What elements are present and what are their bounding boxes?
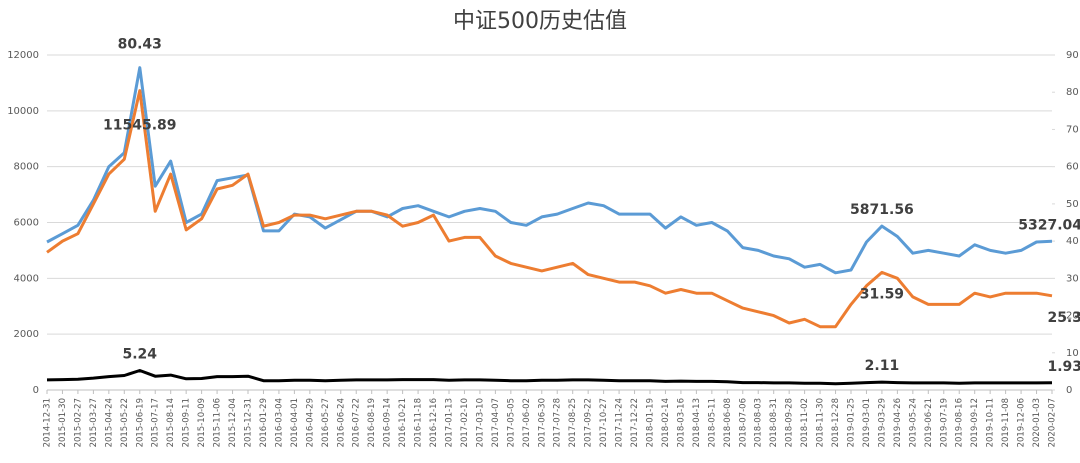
y-tick-label: 4000 (14, 273, 39, 284)
data-label: 1.93 (1047, 359, 1080, 375)
y-tick-label: 6000 (14, 218, 39, 229)
x-tick-label: 2018-07-06 (738, 398, 748, 447)
data-label: 5327.04 (1018, 217, 1080, 233)
x-tick-label: 2019-03-29 (877, 398, 887, 447)
series-line (46, 66, 1053, 275)
x-tick-label: 2018-08-03 (754, 398, 764, 447)
x-tick-label: 2019-07-19 (939, 398, 949, 447)
x-tick-label: 2016-01-29 (259, 398, 269, 447)
y2-tick-label: 70 (1066, 124, 1079, 135)
x-tick-label: 2016-07-22 (352, 398, 362, 447)
y-tick-label: 8000 (14, 162, 39, 173)
x-tick-label: 2019-11-08 (1001, 398, 1011, 447)
x-tick-label: 2020-01-03 (1032, 398, 1042, 447)
x-tick-label: 2017-07-28 (553, 398, 563, 447)
x-tick-label: 2017-09-22 (584, 398, 594, 447)
data-label: 11545.89 (103, 118, 177, 134)
x-tick-label: 2019-10-11 (986, 398, 996, 447)
x-tick-label: 2016-03-04 (274, 398, 284, 447)
y2-tick-label: 50 (1066, 199, 1079, 210)
series-line (46, 369, 1053, 386)
x-tick-label: 2016-08-19 (367, 398, 377, 447)
chart-title: 中证500历史估值 (453, 9, 627, 34)
x-tick-label: 2015-07-17 (151, 398, 161, 447)
x-tick-label: 2018-03-16 (676, 398, 686, 447)
x-tick-label: 2019-05-24 (908, 398, 918, 447)
x-tick-label: 2015-02-27 (73, 398, 83, 447)
x-tick-label: 2015-04-24 (104, 398, 114, 447)
x-tick-label: 2017-05-05 (506, 398, 516, 447)
x-tick-label: 2019-09-12 (970, 398, 980, 447)
x-tick-label: 2018-02-14 (661, 398, 671, 447)
y2-tick-label: 90 (1066, 50, 1079, 61)
x-tick-label: 2016-04-29 (305, 398, 315, 447)
x-tick-label: 2017-06-02 (522, 398, 532, 447)
y-tick-label: 10000 (7, 106, 39, 117)
x-tick-label: 2017-01-13 (445, 398, 455, 447)
data-label: 5.24 (122, 346, 157, 362)
x-tick-label: 2018-11-02 (800, 398, 810, 447)
x-tick-label: 2016-12-16 (429, 398, 439, 447)
data-label: 80.43 (118, 37, 162, 53)
x-tick-label: 2016-09-14 (383, 398, 393, 447)
y2-tick-label: 20 (1066, 311, 1079, 322)
data-label: 31.59 (860, 286, 904, 302)
x-tick-label: 2015-09-11 (182, 398, 192, 447)
x-tick-label: 2018-01-19 (646, 398, 656, 447)
x-tick-label: 2017-02-10 (460, 398, 470, 447)
x-tick-label: 2014-12-31 (43, 398, 53, 447)
y2-tick-label: 40 (1066, 236, 1079, 247)
x-tick-label: 2020-02-07 (1048, 398, 1058, 447)
x-tick-label: 2016-11-18 (414, 398, 424, 447)
x-tick-label: 2018-08-31 (769, 398, 779, 447)
x-tick-label: 2015-12-31 (244, 398, 254, 447)
x-tick-label: 2016-04-01 (290, 398, 300, 447)
y2-tick-label: 0 (1066, 385, 1072, 396)
series-line (46, 89, 1053, 329)
x-tick-label: 2016-05-27 (321, 398, 331, 447)
x-tick-label: 2019-04-26 (893, 398, 903, 447)
x-tick-label: 2016-06-24 (336, 398, 346, 447)
y-tick-label: 0 (33, 385, 39, 396)
y2-tick-label: 30 (1066, 273, 1079, 284)
data-label: 25.3 (1047, 310, 1080, 326)
x-tick-label: 2015-03-27 (89, 398, 99, 447)
x-tick-label: 2017-11-24 (615, 398, 625, 447)
x-tick-label: 2015-01-30 (58, 398, 68, 447)
x-tick-label: 2017-10-27 (599, 398, 609, 447)
x-tick-label: 2018-09-28 (785, 398, 795, 447)
x-tick-label: 2015-05-22 (120, 398, 130, 447)
x-tick-label: 2019-12-06 (1017, 398, 1027, 447)
x-tick-label: 2017-04-07 (491, 398, 501, 447)
x-tick-label: 2015-06-19 (135, 398, 145, 447)
y-tick-label: 12000 (7, 50, 39, 61)
y2-tick-label: 80 (1066, 87, 1079, 98)
x-tick-label: 2017-03-10 (475, 398, 485, 447)
x-tick-label: 2018-06-08 (723, 398, 733, 447)
x-tick-label: 2017-08-25 (568, 398, 578, 447)
x-tick-label: 2017-06-30 (537, 398, 547, 447)
x-tick-label: 2019-03-01 (862, 398, 872, 447)
y-tick-label: 2000 (14, 329, 39, 340)
x-tick-label: 2017-12-22 (630, 398, 640, 447)
data-label: 2.11 (865, 358, 900, 374)
x-tick-label: 2015-08-14 (166, 398, 176, 447)
y2-tick-label: 10 (1066, 348, 1079, 359)
x-tick-label: 2015-11-06 (213, 398, 223, 447)
x-tick-label: 2019-08-16 (955, 398, 965, 447)
x-tick-label: 2015-10-09 (197, 398, 207, 447)
y2-tick-label: 60 (1066, 162, 1079, 173)
x-tick-label: 2015-12-04 (228, 398, 238, 447)
x-tick-label: 2018-04-13 (692, 398, 702, 447)
data-label: 5871.56 (850, 202, 914, 218)
x-tick-label: 2018-12-28 (831, 398, 841, 447)
x-tick-label: 2019-06-21 (924, 398, 934, 447)
x-tick-label: 2016-10-21 (398, 398, 408, 447)
x-tick-label: 2018-11-30 (816, 398, 826, 447)
x-tick-label: 2018-05-11 (707, 398, 717, 447)
x-tick-label: 2019-01-25 (847, 398, 857, 447)
